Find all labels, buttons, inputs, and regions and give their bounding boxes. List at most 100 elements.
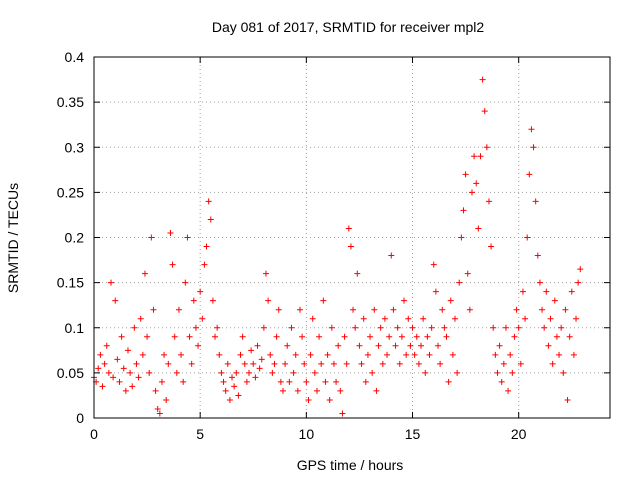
data-point <box>496 342 503 349</box>
data-point <box>165 360 172 367</box>
data-point <box>413 333 420 340</box>
data-point <box>241 360 248 367</box>
data-point <box>307 351 314 358</box>
data-point <box>322 378 329 385</box>
x-tick-label: 10 <box>299 426 315 442</box>
data-point <box>173 369 180 376</box>
data-point <box>373 387 380 394</box>
data-point <box>209 297 216 304</box>
data-point <box>112 297 119 304</box>
data-point <box>488 243 495 250</box>
data-point <box>551 297 558 304</box>
data-point <box>203 243 210 250</box>
data-point <box>275 306 282 313</box>
data-point <box>254 342 261 349</box>
data-point <box>428 324 435 331</box>
data-point <box>154 405 161 412</box>
data-point <box>313 387 320 394</box>
data-point <box>566 333 573 340</box>
data-point <box>456 279 463 286</box>
data-point <box>141 270 148 277</box>
data-point <box>195 342 202 349</box>
data-point <box>430 261 437 268</box>
data-point <box>356 342 363 349</box>
data-point <box>411 351 418 358</box>
data-point <box>443 333 450 340</box>
data-point <box>237 351 244 358</box>
data-point <box>103 342 110 349</box>
data-point <box>341 333 348 340</box>
data-point <box>547 315 554 322</box>
data-point <box>186 333 193 340</box>
data-point <box>235 392 242 399</box>
data-point <box>422 369 429 376</box>
data-point <box>252 374 259 381</box>
data-point <box>296 306 303 313</box>
data-point <box>464 270 471 277</box>
data-point <box>243 378 250 385</box>
data-point <box>515 324 522 331</box>
data-point <box>502 324 509 331</box>
data-point <box>324 351 331 358</box>
data-point <box>224 360 231 367</box>
data-point <box>396 360 403 367</box>
data-point <box>447 297 454 304</box>
data-point <box>558 324 565 331</box>
data-point <box>152 387 159 394</box>
data-point <box>139 351 146 358</box>
data-point <box>248 347 255 354</box>
data-point <box>99 383 106 390</box>
x-axis-label: GPS time / hours <box>297 457 404 473</box>
data-point <box>218 369 225 376</box>
data-point <box>454 369 461 376</box>
chart-title: Day 081 of 2017, SRMTID for receiver mpl… <box>212 19 485 35</box>
data-point <box>260 324 267 331</box>
data-point <box>216 351 223 358</box>
data-point <box>114 356 121 363</box>
data-point <box>532 198 539 205</box>
data-point <box>545 342 552 349</box>
plot-frame <box>93 56 611 419</box>
data-point <box>156 410 163 417</box>
data-point <box>449 351 456 358</box>
data-point <box>418 342 425 349</box>
data-point <box>570 351 577 358</box>
data-point <box>471 153 478 160</box>
data-point <box>407 342 414 349</box>
data-point <box>277 378 284 385</box>
data-point <box>528 126 535 133</box>
data-point <box>135 374 142 381</box>
data-point <box>392 342 399 349</box>
data-point <box>352 324 359 331</box>
data-point <box>197 288 204 295</box>
data-point <box>466 306 473 313</box>
data-point <box>169 261 176 268</box>
data-point <box>301 360 308 367</box>
data-point <box>269 369 276 376</box>
data-point <box>250 360 257 367</box>
data-point <box>199 315 206 322</box>
data-point <box>424 333 431 340</box>
data-point <box>398 333 405 340</box>
data-point <box>286 378 293 385</box>
y-tick-label: 0 <box>76 410 84 426</box>
data-point <box>163 396 170 403</box>
data-point <box>386 333 393 340</box>
data-point <box>462 171 469 178</box>
data-point <box>394 324 401 331</box>
data-point <box>536 279 543 286</box>
data-point <box>492 351 499 358</box>
data-point <box>212 333 219 340</box>
data-point <box>263 270 269 277</box>
data-point <box>369 369 376 376</box>
data-point <box>294 387 301 394</box>
data-point <box>409 324 416 331</box>
data-point <box>150 306 157 313</box>
data-point <box>105 369 112 376</box>
data-point <box>282 360 289 367</box>
data-point <box>384 351 391 358</box>
data-point <box>360 315 367 322</box>
data-point <box>519 288 526 295</box>
data-point <box>246 369 253 376</box>
data-point <box>420 315 427 322</box>
